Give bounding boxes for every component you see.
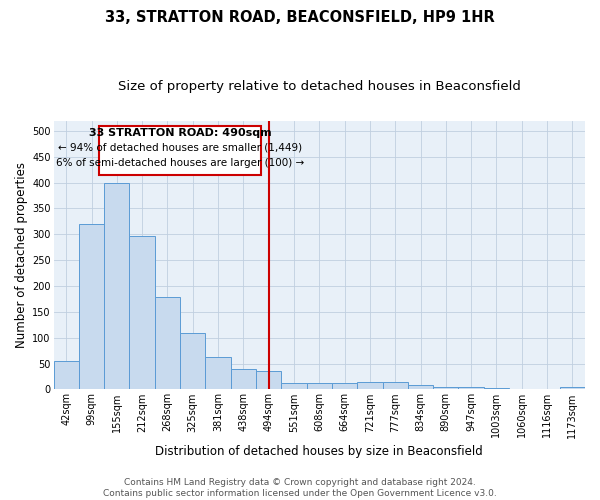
Text: 33 STRATTON ROAD: 490sqm: 33 STRATTON ROAD: 490sqm xyxy=(89,128,271,138)
FancyBboxPatch shape xyxy=(99,126,261,175)
Bar xyxy=(307,383,332,390)
Bar xyxy=(357,382,383,390)
Bar xyxy=(231,368,256,390)
Bar xyxy=(535,389,560,390)
Bar xyxy=(458,388,484,390)
Bar xyxy=(79,224,104,390)
Text: ← 94% of detached houses are smaller (1,449): ← 94% of detached houses are smaller (1,… xyxy=(58,143,302,153)
Bar xyxy=(484,388,509,390)
Text: Contains HM Land Registry data © Crown copyright and database right 2024.
Contai: Contains HM Land Registry data © Crown c… xyxy=(103,478,497,498)
Bar xyxy=(53,361,79,390)
Text: 6% of semi-detached houses are larger (100) →: 6% of semi-detached houses are larger (1… xyxy=(56,158,304,168)
Bar xyxy=(104,182,130,390)
Bar xyxy=(383,382,408,390)
Bar xyxy=(180,332,205,390)
Title: Size of property relative to detached houses in Beaconsfield: Size of property relative to detached ho… xyxy=(118,80,521,93)
Y-axis label: Number of detached properties: Number of detached properties xyxy=(15,162,28,348)
Bar xyxy=(155,298,180,390)
Bar xyxy=(408,384,433,390)
Bar xyxy=(560,388,585,390)
Bar xyxy=(281,383,307,390)
Text: 33, STRATTON ROAD, BEACONSFIELD, HP9 1HR: 33, STRATTON ROAD, BEACONSFIELD, HP9 1HR xyxy=(105,10,495,25)
Bar xyxy=(433,387,458,390)
X-axis label: Distribution of detached houses by size in Beaconsfield: Distribution of detached houses by size … xyxy=(155,444,483,458)
Bar xyxy=(509,389,535,390)
Bar xyxy=(130,236,155,390)
Bar xyxy=(205,357,231,390)
Bar xyxy=(332,383,357,390)
Bar xyxy=(256,372,281,390)
